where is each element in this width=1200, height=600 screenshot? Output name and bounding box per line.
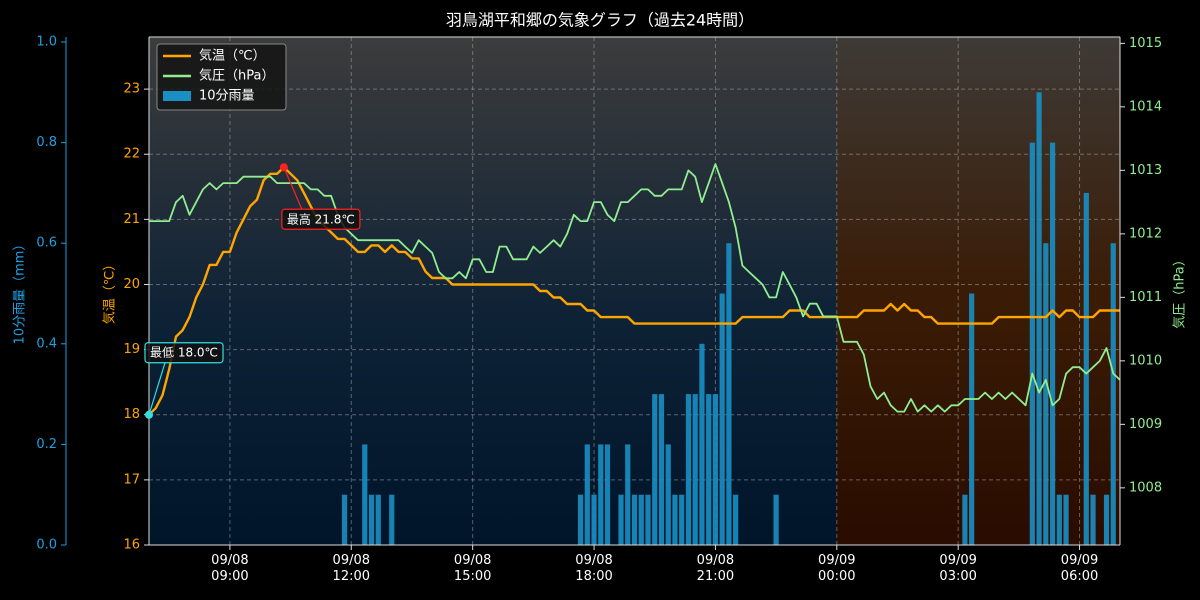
y-tick-label: 23 (123, 82, 140, 97)
legend-label: 気温（℃） (199, 48, 266, 64)
extreme-marker (279, 163, 288, 172)
rain-bar (1090, 494, 1096, 545)
rain-bar (604, 444, 611, 545)
rain-bar (638, 494, 644, 545)
rain-bar (685, 394, 692, 545)
rain-bar (773, 494, 779, 545)
y-tick-label: 17 (123, 472, 140, 487)
chart-title: 羽鳥湖平和郷の気象グラフ（過去24時間） (446, 11, 754, 30)
x-tick-label: 09/09 03:00 (939, 553, 977, 584)
rain-bar (577, 494, 584, 545)
rain-bar (1110, 243, 1116, 545)
y-axis-title: 気温（℃） (102, 258, 118, 325)
y2-tick-label: 1010 (1129, 353, 1162, 368)
y3-tick-label: 1.0 (36, 35, 57, 50)
y2-tick-label: 1012 (1129, 226, 1162, 241)
x-tick-label: 09/08 12:00 (332, 553, 371, 584)
y-tick-label: 22 (123, 147, 140, 162)
annotation-label: 最低 18.0℃ (150, 346, 218, 360)
rain-bar (712, 394, 719, 545)
y3-tick-label: 0.4 (36, 336, 57, 351)
rain-bar (692, 394, 698, 545)
annotation-box (144, 342, 224, 364)
rain-bar (665, 444, 671, 545)
rain-bar (375, 494, 381, 545)
y-tick-label: 19 (123, 342, 140, 357)
rain-bar (706, 394, 712, 545)
y2-tick-label: 1008 (1129, 480, 1162, 495)
rain-bar (368, 494, 375, 545)
rain-bar (962, 494, 968, 545)
y-tick-label: 20 (123, 277, 140, 292)
y3-tick-label: 0.2 (36, 437, 57, 452)
legend: 気温（℃） 気圧（hPa） 10分雨量 (156, 43, 287, 111)
pressure-line (149, 163, 1121, 413)
rain-bar (726, 243, 732, 545)
x-tick-label: 09/08 15:00 (453, 553, 492, 584)
rain-bar (1083, 192, 1089, 546)
y2-tick-label: 1014 (1129, 99, 1162, 114)
rain-bar (672, 494, 678, 545)
rain-bar (719, 293, 725, 545)
y-tick-label: 18 (123, 407, 140, 422)
rain-bar (1049, 142, 1056, 545)
rain-bar (625, 444, 631, 545)
x-tick-label: 09/08 09:00 (211, 553, 249, 584)
rain-bar (341, 494, 348, 545)
annotation-label: 最高 21.8℃ (287, 212, 355, 226)
legend-label: 気圧（hPa） (199, 68, 274, 84)
x-tick-label: 09/08 18:00 (575, 553, 613, 584)
temperature-line (148, 166, 1120, 416)
rain-bar (631, 494, 638, 545)
rain-bar (1043, 243, 1049, 545)
rain-bar (969, 293, 975, 545)
y-tick-label: 21 (123, 212, 140, 227)
y3-tick-label: 0.6 (36, 236, 57, 251)
legend-swatch (163, 91, 191, 101)
y2-tick-label: 1009 (1129, 417, 1162, 432)
rain-bar (362, 444, 368, 545)
rain-bar (1103, 494, 1110, 545)
x-tick-label: 09/08 21:00 (696, 553, 735, 584)
rain-bar (652, 394, 658, 545)
rain-bar (1029, 142, 1035, 545)
rain-bar (679, 494, 685, 545)
y2-tick-label: 1015 (1129, 36, 1162, 51)
rain-bar (584, 444, 590, 545)
rain-bar (699, 343, 705, 545)
rain-bar (389, 494, 395, 545)
rain-bar (1063, 494, 1069, 545)
annotation-arrow (283, 167, 303, 210)
annotation-box (281, 208, 361, 230)
rain-bar (591, 494, 597, 545)
legend-label: 10分雨量 (199, 89, 255, 104)
extreme-marker (145, 410, 153, 419)
y3-axis-title: 10分雨量（mm） (13, 238, 28, 345)
y-tick-label: 16 (123, 538, 140, 553)
y3-tick-label: 0.8 (36, 135, 57, 150)
rain-bar (598, 444, 604, 545)
rain-bar (733, 494, 739, 545)
x-tick-label: 09/09 00:00 (818, 553, 856, 584)
y2-axis-title: 気圧（hPa） (1172, 253, 1188, 328)
y3-tick-label: 0.0 (36, 538, 57, 553)
rain-bar (645, 494, 651, 545)
x-tick-label: 09/09 06:00 (1060, 553, 1099, 584)
annotation-arrow (148, 362, 166, 415)
night-shade (836, 37, 1120, 545)
y2-tick-label: 1011 (1129, 290, 1162, 305)
rain-bar (1056, 494, 1062, 545)
rain-bar (658, 394, 665, 545)
y2-tick-label: 1013 (1129, 163, 1162, 178)
rain-bar (1036, 92, 1042, 546)
rain-bar (618, 494, 624, 545)
